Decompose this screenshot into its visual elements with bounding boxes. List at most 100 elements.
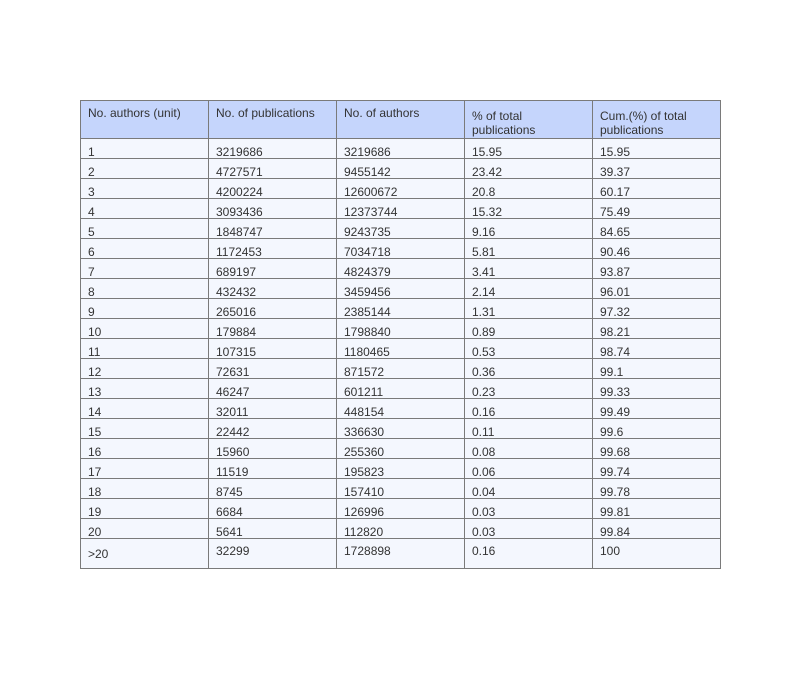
cell-percent: 0.03: [464, 498, 593, 519]
table-row: 15 22442 336630 0.11 99.6: [80, 418, 721, 439]
cell-cumulative: 99.74: [592, 458, 721, 479]
cell-publications: 22442: [208, 418, 337, 439]
cell-percent: 0.89: [464, 318, 593, 339]
cell-percent: 0.04: [464, 478, 593, 499]
table-row: 13 46247 601211 0.23 99.33: [80, 378, 721, 399]
table-row: 7 689197 4824379 3.41 93.87: [80, 258, 721, 279]
cell-cumulative: 93.87: [592, 258, 721, 279]
table-row: 5 1848747 9243735 9.16 84.65: [80, 218, 721, 239]
cell-authors: 4824379: [336, 258, 465, 279]
table-row: 9 265016 2385144 1.31 97.32: [80, 298, 721, 319]
cell-publications: 15960: [208, 438, 337, 459]
cell-percent: 3.41: [464, 258, 593, 279]
cell-cumulative: 99.6: [592, 418, 721, 439]
table-header-row: No. authors (unit) No. of publications N…: [80, 100, 721, 139]
cell-percent: 15.32: [464, 198, 593, 219]
cell-no-authors: 1: [80, 138, 209, 159]
cell-no-authors: 4: [80, 198, 209, 219]
cell-no-authors: 11: [80, 338, 209, 359]
cell-publications: 72631: [208, 358, 337, 379]
authors-publications-table: No. authors (unit) No. of publications N…: [80, 100, 721, 569]
cell-no-authors: 20: [80, 518, 209, 539]
cell-percent: 1.31: [464, 298, 593, 319]
cell-percent: 2.14: [464, 278, 593, 299]
cell-no-authors: 9: [80, 298, 209, 319]
cell-publications: 265016: [208, 298, 337, 319]
cell-authors: 1798840: [336, 318, 465, 339]
cell-publications: 107315: [208, 338, 337, 359]
cell-authors: 112820: [336, 518, 465, 539]
cell-publications: 11519: [208, 458, 337, 479]
cell-cumulative: 98.74: [592, 338, 721, 359]
cell-percent: 0.53: [464, 338, 593, 359]
cell-publications: 1848747: [208, 218, 337, 239]
cell-publications: 32299: [208, 538, 337, 569]
cell-no-authors: 13: [80, 378, 209, 399]
table-row: 8 432432 3459456 2.14 96.01: [80, 278, 721, 299]
cell-publications: 179884: [208, 318, 337, 339]
table-row: 11 107315 1180465 0.53 98.74: [80, 338, 721, 359]
cell-publications: 4727571: [208, 158, 337, 179]
cell-authors: 255360: [336, 438, 465, 459]
cell-authors: 448154: [336, 398, 465, 419]
table-body: 1 3219686 3219686 15.95 15.95 2 4727571 9455142…: [80, 138, 721, 569]
cell-no-authors: 18: [80, 478, 209, 499]
cell-cumulative: 99.68: [592, 438, 721, 459]
cell-publications: 3093436: [208, 198, 337, 219]
cell-authors: 871572: [336, 358, 465, 379]
cell-no-authors: 10: [80, 318, 209, 339]
cell-no-authors: 14: [80, 398, 209, 419]
cell-no-authors: 8: [80, 278, 209, 299]
cell-authors: 1728898: [336, 538, 465, 569]
table-row: 12 72631 871572 0.36 99.1: [80, 358, 721, 379]
cell-publications: 432432: [208, 278, 337, 299]
cell-authors: 1180465: [336, 338, 465, 359]
cell-cumulative: 99.81: [592, 498, 721, 519]
cell-cumulative: 96.01: [592, 278, 721, 299]
table-row: >20 32299 1728898 0.16 100: [80, 538, 721, 569]
cell-percent: 23.42: [464, 158, 593, 179]
table-row: 4 3093436 12373744 15.32 75.49: [80, 198, 721, 219]
cell-cumulative: 100: [592, 538, 721, 569]
table-row: 1 3219686 3219686 15.95 15.95: [80, 138, 721, 159]
cell-no-authors: 12: [80, 358, 209, 379]
cell-cumulative: 99.1: [592, 358, 721, 379]
cell-authors: 9243735: [336, 218, 465, 239]
cell-percent: 20.8: [464, 178, 593, 199]
cell-publications: 32011: [208, 398, 337, 419]
cell-no-authors: 15: [80, 418, 209, 439]
table-row: 2 4727571 9455142 23.42 39.37: [80, 158, 721, 179]
cell-authors: 7034718: [336, 238, 465, 259]
cell-cumulative: 75.49: [592, 198, 721, 219]
cell-publications: 689197: [208, 258, 337, 279]
cell-cumulative: 90.46: [592, 238, 721, 259]
cell-authors: 2385144: [336, 298, 465, 319]
cell-percent: 0.08: [464, 438, 593, 459]
cell-no-authors: >20: [80, 538, 209, 569]
cell-authors: 157410: [336, 478, 465, 499]
cell-publications: 46247: [208, 378, 337, 399]
cell-publications: 4200224: [208, 178, 337, 199]
cell-publications: 3219686: [208, 138, 337, 159]
cell-percent: 0.16: [464, 398, 593, 419]
cell-cumulative: 99.49: [592, 398, 721, 419]
header-no-authors-unit: No. authors (unit): [80, 100, 209, 139]
cell-authors: 9455142: [336, 158, 465, 179]
header-no-of-authors: No. of authors: [336, 100, 465, 139]
table-row: 3 4200224 12600672 20.8 60.17: [80, 178, 721, 199]
cell-cumulative: 99.33: [592, 378, 721, 399]
cell-cumulative: 39.37: [592, 158, 721, 179]
cell-publications: 5641: [208, 518, 337, 539]
cell-authors: 195823: [336, 458, 465, 479]
cell-authors: 336630: [336, 418, 465, 439]
cell-no-authors: 16: [80, 438, 209, 459]
cell-authors: 126996: [336, 498, 465, 519]
cell-percent: 0.11: [464, 418, 593, 439]
cell-authors: 601211: [336, 378, 465, 399]
cell-cumulative: 99.78: [592, 478, 721, 499]
cell-authors: 12600672: [336, 178, 465, 199]
cell-percent: 15.95: [464, 138, 593, 159]
cell-cumulative: 84.65: [592, 218, 721, 239]
cell-authors: 3219686: [336, 138, 465, 159]
cell-no-authors: 3: [80, 178, 209, 199]
